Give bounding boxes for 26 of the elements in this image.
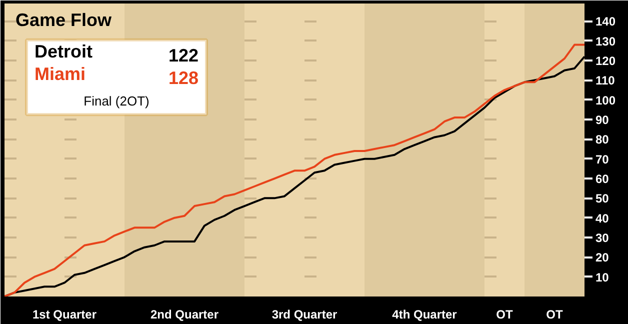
y-tick-label: 30 [596,231,610,246]
x-tick-label: 1st Quarter [32,308,97,322]
y-tick-label: 130 [596,34,616,48]
y-tick-label: 20 [596,250,610,265]
x-tick-label: OT [496,308,514,322]
y-tick-label: 40 [596,211,610,226]
annotation: Final (2OT) [84,94,150,109]
x-tick-label: 2nd Quarter [150,308,219,322]
x-tick-label: OT [546,308,564,322]
y-tick-label: 10 [596,270,610,284]
annotation: 128 [168,68,199,88]
annotation: 122 [168,46,199,66]
y-tick-label: 90 [596,113,610,128]
y-tick-label: 100 [596,93,616,108]
x-tick-label: 3rd Quarter [272,308,338,322]
y-tick-label: 80 [596,132,610,147]
y-tick-label: 60 [596,172,610,186]
y-tick-label: 110 [596,74,616,88]
text: Miami [34,64,86,84]
text: Detroit [34,42,93,62]
y-tick-label: 70 [596,152,610,166]
y-tick-label: 120 [596,54,616,68]
x-tick-label: 4th Quarter [392,308,458,322]
y-tick-label: 50 [596,192,610,206]
chart-title: Game Flow [16,10,113,30]
y-tick-label: 140 [596,14,616,29]
